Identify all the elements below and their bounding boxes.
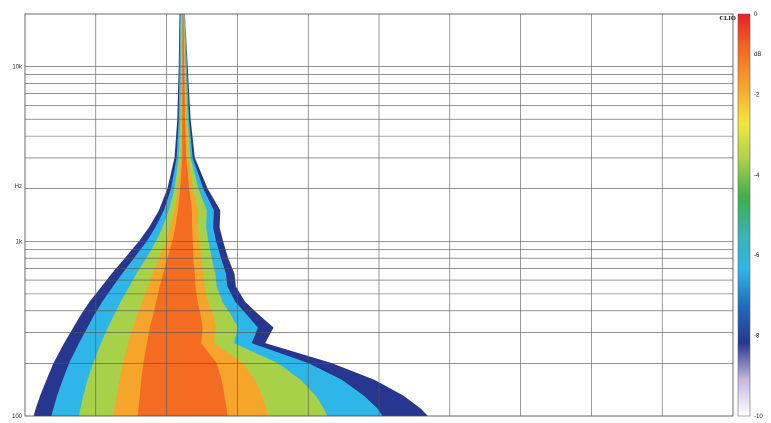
plot-gridlines xyxy=(25,14,733,416)
y-tick-label: 100 xyxy=(12,414,23,420)
y-axis-ticks: 100 1k 10k xyxy=(12,65,23,420)
y-tick-label: 10k xyxy=(12,65,23,71)
y-tick-label: 1k xyxy=(16,239,23,245)
colorbar-unit: dB xyxy=(754,52,761,58)
colorbar-tick-label: -8 xyxy=(754,334,760,340)
colorbar-tick-label: -2 xyxy=(754,92,760,98)
decay-contours xyxy=(25,14,454,416)
colorbar-brand: CLIO xyxy=(719,15,736,22)
colorbar: CLIO dB 0 -2 -4 -6 -8 -10 xyxy=(719,12,763,420)
colorbar-tick-label: 0 xyxy=(754,12,758,18)
y-axis-label: Hz xyxy=(15,184,22,190)
colorbar-scale xyxy=(737,13,751,417)
decay-contour xyxy=(137,14,228,416)
colorbar-tick-label: -6 xyxy=(754,253,760,259)
colorbar-tick-label: -10 xyxy=(754,414,763,420)
colorbar-ticks: 0 -2 -4 -6 -8 -10 xyxy=(754,12,763,420)
plot-frame xyxy=(24,13,734,417)
colorbar-tick-label: -4 xyxy=(754,173,760,179)
